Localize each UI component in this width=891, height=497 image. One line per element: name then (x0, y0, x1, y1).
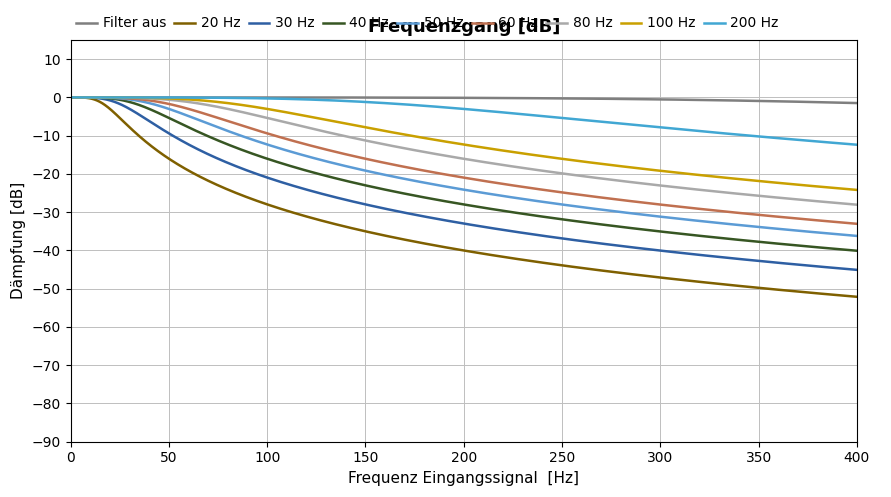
50 Hz (852, 233, 862, 239)
20 Hz (636, 272, 647, 278)
20 Hz (852, 294, 862, 300)
80 Hz (65, 94, 76, 100)
80 Hz (828, 200, 838, 206)
60 Hz (789, 215, 799, 221)
200 Hz (402, 101, 413, 107)
60 Hz (828, 219, 838, 225)
60 Hz (852, 221, 862, 227)
40 Hz (636, 226, 647, 232)
Filter aus (439, 95, 450, 101)
40 Hz (396, 190, 406, 196)
Line: 20 Hz: 20 Hz (70, 97, 857, 297)
200 Hz (396, 101, 406, 107)
200 Hz (636, 123, 647, 129)
Filter aus (789, 98, 799, 104)
80 Hz (402, 146, 413, 152)
40 Hz (65, 94, 76, 100)
20 Hz (396, 236, 406, 242)
Line: 200 Hz: 200 Hz (70, 97, 857, 145)
20 Hz (789, 288, 799, 294)
100 Hz (396, 131, 406, 137)
60 Hz (636, 199, 647, 205)
30 Hz (828, 265, 838, 271)
30 Hz (396, 209, 406, 215)
100 Hz (402, 132, 413, 138)
200 Hz (65, 94, 76, 100)
100 Hz (439, 138, 450, 144)
30 Hz (789, 261, 799, 267)
100 Hz (65, 94, 76, 100)
20 Hz (402, 237, 413, 243)
30 Hz (402, 210, 413, 216)
X-axis label: Frequenz Eingangssignal  [Hz]: Frequenz Eingangssignal [Hz] (348, 471, 579, 486)
40 Hz (402, 191, 413, 197)
20 Hz (828, 292, 838, 298)
50 Hz (402, 176, 413, 182)
80 Hz (852, 202, 862, 208)
100 Hz (789, 181, 799, 187)
80 Hz (789, 196, 799, 202)
200 Hz (789, 137, 799, 143)
Line: Filter aus: Filter aus (70, 97, 857, 103)
60 Hz (396, 163, 406, 169)
40 Hz (828, 246, 838, 251)
30 Hz (439, 217, 450, 223)
20 Hz (65, 94, 76, 100)
Line: 30 Hz: 30 Hz (70, 97, 857, 270)
100 Hz (636, 166, 647, 171)
50 Hz (65, 94, 76, 100)
80 Hz (439, 153, 450, 159)
200 Hz (852, 142, 862, 148)
Y-axis label: Dämpfung [dB]: Dämpfung [dB] (11, 182, 26, 300)
30 Hz (65, 94, 76, 100)
Filter aus (852, 100, 862, 106)
Line: 100 Hz: 100 Hz (70, 97, 857, 190)
Line: 50 Hz: 50 Hz (70, 97, 857, 236)
Title: Frequenzgang [dB]: Frequenzgang [dB] (368, 18, 560, 36)
Filter aus (65, 94, 76, 100)
Legend: Filter aus, 20 Hz, 30 Hz, 40 Hz, 50 Hz, 60 Hz, 80 Hz, 100 Hz, 200 Hz: Filter aus, 20 Hz, 30 Hz, 40 Hz, 50 Hz, … (70, 11, 784, 36)
60 Hz (65, 94, 76, 100)
80 Hz (396, 145, 406, 151)
100 Hz (828, 185, 838, 191)
Filter aus (402, 94, 413, 100)
100 Hz (852, 187, 862, 193)
50 Hz (636, 212, 647, 218)
50 Hz (396, 175, 406, 181)
Filter aus (396, 94, 406, 100)
50 Hz (789, 227, 799, 233)
60 Hz (402, 165, 413, 170)
50 Hz (439, 183, 450, 189)
200 Hz (828, 140, 838, 146)
30 Hz (636, 246, 647, 251)
80 Hz (636, 180, 647, 186)
40 Hz (439, 198, 450, 204)
40 Hz (852, 248, 862, 254)
50 Hz (828, 231, 838, 237)
200 Hz (439, 104, 450, 110)
30 Hz (852, 267, 862, 273)
Line: 40 Hz: 40 Hz (70, 97, 857, 251)
Filter aus (828, 99, 838, 105)
60 Hz (439, 171, 450, 177)
20 Hz (439, 244, 450, 250)
Filter aus (636, 96, 647, 102)
40 Hz (789, 242, 799, 248)
Line: 60 Hz: 60 Hz (70, 97, 857, 224)
Line: 80 Hz: 80 Hz (70, 97, 857, 205)
